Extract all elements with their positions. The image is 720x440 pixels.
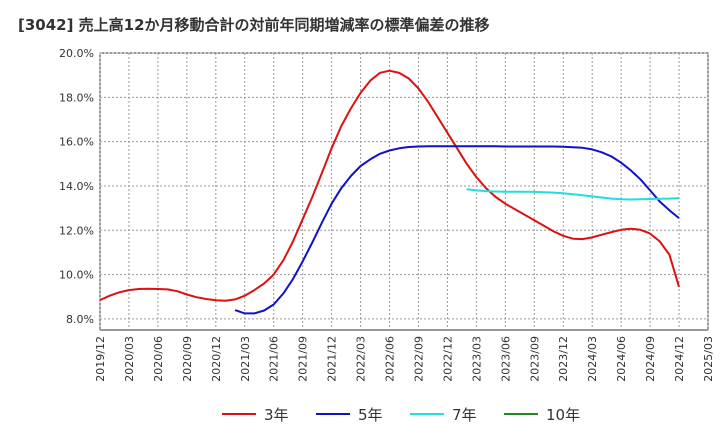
legend-label-10y: 10年 — [546, 405, 581, 424]
legend-swatch-3y — [222, 413, 256, 415]
x-tick-label: 2024/03 — [586, 336, 599, 382]
series-line-2 — [466, 188, 680, 201]
x-tick-label: 2021/12 — [326, 336, 339, 382]
x-tick-label: 2024/09 — [644, 336, 657, 382]
x-tick-label: 2021/03 — [239, 336, 252, 382]
x-tick-label: 2023/12 — [557, 336, 570, 382]
y-tick-label: 20.0% — [59, 47, 94, 60]
grid-lines — [99, 52, 709, 330]
x-tick-label: 2020/06 — [152, 336, 165, 382]
legend-item-10y: 10年 — [504, 404, 580, 424]
x-tick-label: 2022/03 — [355, 336, 368, 382]
x-tick-label: 2023/03 — [470, 336, 483, 382]
x-tick-label: 2021/09 — [297, 336, 310, 382]
x-tick-label: 2020/12 — [210, 336, 223, 382]
series-line-0 — [99, 69, 680, 302]
x-tick-label: 2019/12 — [94, 336, 107, 382]
x-tick-label: 2024/12 — [673, 336, 686, 382]
legend-label-7y: 7年 — [452, 405, 477, 424]
series-lines — [99, 69, 680, 315]
legend-label-5y: 5年 — [358, 405, 383, 424]
legend-swatch-7y — [410, 413, 444, 415]
series-line-1 — [234, 145, 680, 315]
chart-title: [3042] 売上高12か月移動合計の対前年同期増減率の標準偏差の推移 — [18, 16, 490, 34]
y-tick-label: 10.0% — [59, 269, 94, 282]
legend-item-5y: 5年 — [316, 404, 383, 424]
x-tick-label: 2023/06 — [499, 336, 512, 382]
y-tick-label: 14.0% — [59, 180, 94, 193]
chart-plot: 8.0% 10.0% 12.0% 14.0% 16.0% 18.0% 20.0% 2019/… — [59, 47, 715, 382]
legend-swatch-10y — [504, 413, 538, 415]
y-tick-label: 16.0% — [59, 136, 94, 149]
y-tick-label: 8.0% — [66, 313, 94, 326]
legend-swatch-5y — [316, 413, 350, 415]
x-axis-ticks: 2019/12 2020/03 2020/06 2020/09 2020/12 2021/… — [94, 336, 715, 382]
y-tick-label: 18.0% — [59, 91, 94, 104]
x-tick-label: 2025/03 — [702, 336, 715, 382]
plot-area — [99, 52, 709, 331]
x-tick-label: 2022/12 — [441, 336, 454, 382]
x-tick-label: 2020/03 — [123, 336, 136, 382]
x-tick-label: 2023/09 — [528, 336, 541, 382]
legend-label-3y: 3年 — [264, 405, 289, 424]
x-tick-label: 2022/06 — [384, 336, 397, 382]
legend: 3年 5年 7年 10年 — [0, 400, 720, 428]
legend-item-7y: 7年 — [410, 404, 477, 424]
x-tick-label: 2020/09 — [181, 336, 194, 382]
y-tick-label: 12.0% — [59, 224, 94, 237]
x-tick-label: 2021/06 — [268, 336, 281, 382]
x-tick-label: 2024/06 — [615, 336, 628, 382]
y-axis-ticks: 8.0% 10.0% 12.0% 14.0% 16.0% 18.0% 20.0% — [59, 47, 94, 326]
x-tick-label: 2022/09 — [412, 336, 425, 382]
legend-item-3y: 3年 — [222, 404, 289, 424]
